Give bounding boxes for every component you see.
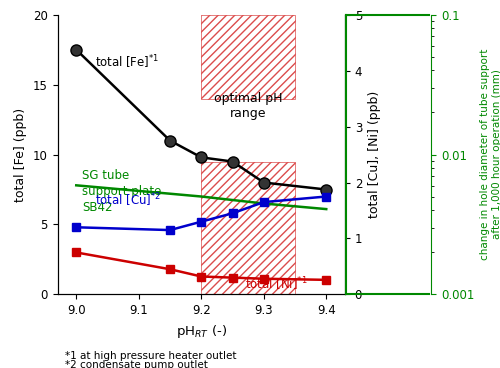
Bar xyxy=(201,162,295,294)
Y-axis label: total [Fe] (ppb): total [Fe] (ppb) xyxy=(14,107,28,202)
Y-axis label: total [Cu], [Ni] (ppb): total [Cu], [Ni] (ppb) xyxy=(368,91,381,218)
Y-axis label: change in hole diameter of tube support
after 1,000 hour operation (mm): change in hole diameter of tube support … xyxy=(480,49,500,260)
Text: *2 condensate pump outlet: *2 condensate pump outlet xyxy=(65,360,208,368)
Text: SG tube
support plate
SB42: SG tube support plate SB42 xyxy=(82,169,162,213)
Bar xyxy=(201,15,295,99)
Text: total [Fe]$^{*1}$: total [Fe]$^{*1}$ xyxy=(95,54,159,71)
Text: total [Ni]$^{*1}$: total [Ni]$^{*1}$ xyxy=(245,276,308,293)
X-axis label: pH$_{RT}$ (-): pH$_{RT}$ (-) xyxy=(176,323,227,340)
Text: total [Cu]$^{*2}$: total [Cu]$^{*2}$ xyxy=(95,192,161,209)
Text: optimal pH
range: optimal pH range xyxy=(214,92,282,120)
Text: *1 at high pressure heater outlet: *1 at high pressure heater outlet xyxy=(65,351,236,361)
